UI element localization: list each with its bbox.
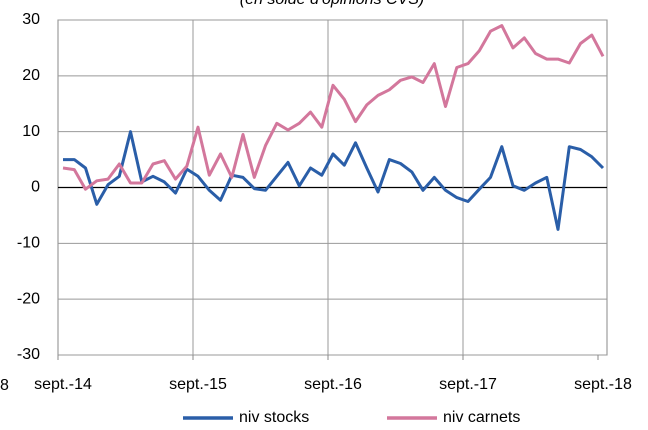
x-tick-label: sept.-18: [574, 376, 632, 393]
y-tick-label: 30: [22, 11, 40, 28]
chart-subtitle: (en solde d'opinions CVS): [240, 0, 425, 8]
y-tick-label: -20: [17, 290, 40, 307]
x-tick-label: sept.-16: [304, 376, 362, 393]
legend-label: niv carnets: [443, 409, 520, 426]
y-tick-label: -30: [17, 346, 40, 363]
y-tick-label: 20: [22, 67, 40, 84]
series-line: [62, 24, 605, 191]
x-tick-label: sept.-14: [34, 376, 92, 393]
legend-label: niv stocks: [239, 409, 309, 426]
series-line: [63, 130, 605, 231]
y-tick-label: -10: [17, 235, 40, 252]
y-tick-label: 10: [22, 123, 40, 140]
annotation: 8: [0, 377, 9, 394]
x-tick-label: sept.-17: [439, 376, 497, 393]
y-tick-label: 0: [31, 179, 40, 196]
x-tick-label: sept.-15: [169, 376, 227, 393]
